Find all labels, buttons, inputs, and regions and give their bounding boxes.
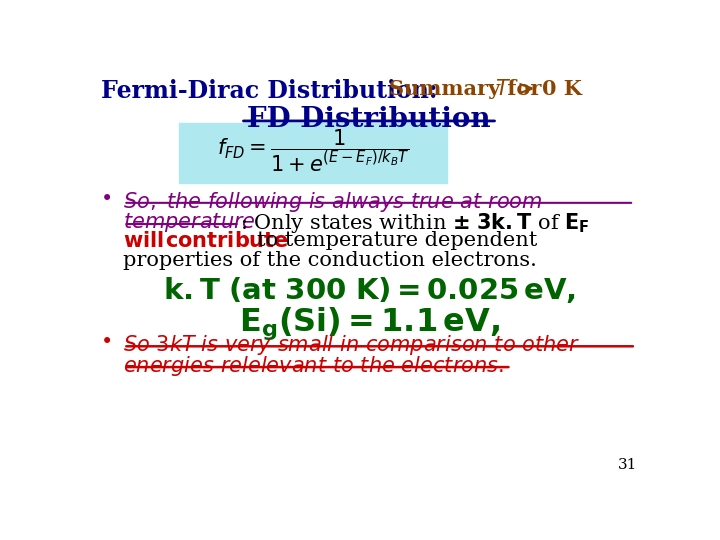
Text: •: • xyxy=(101,190,114,208)
Text: $\mathit{temperature}$: $\mathit{temperature}$ xyxy=(124,211,256,234)
Text: $\mathbf{E_g(Si) = 1.1\,eV,}$: $\mathbf{E_g(Si) = 1.1\,eV,}$ xyxy=(238,306,500,342)
Text: $\mathit{energies\ relelevant\ to\ the\ electrons.}$: $\mathit{energies\ relelevant\ to\ the\ … xyxy=(124,354,504,378)
Text: $\mathit{So\ 3kT\ is\ very\ small\ in\ comparison\ to\ other}$: $\mathit{So\ 3kT\ is\ very\ small\ in\ c… xyxy=(124,333,581,357)
Text: Summary for: Summary for xyxy=(389,79,548,99)
Text: Fermi-Dirac Distribution:: Fermi-Dirac Distribution: xyxy=(101,79,438,103)
Text: $\mathbf{contribute}$: $\mathbf{contribute}$ xyxy=(166,231,289,251)
Text: : Only states within $\boldsymbol{\pm}$ $\mathbf{3k.T}$ of $\mathbf{E_F}$: : Only states within $\boldsymbol{\pm}$ … xyxy=(240,211,589,235)
Text: $\mathbf{k.T\ (at\ 300\ K) = 0.025\,eV,}$: $\mathbf{k.T\ (at\ 300\ K) = 0.025\,eV,}… xyxy=(163,275,575,305)
FancyBboxPatch shape xyxy=(179,123,447,183)
Text: $\mathit{So,\ the\ following\ is\ always\ true\ at\ room}$: $\mathit{So,\ the\ following\ is\ always… xyxy=(124,190,543,213)
Text: FD Distribution: FD Distribution xyxy=(247,106,491,133)
Text: > 0 K: > 0 K xyxy=(510,79,582,99)
Text: properties of the conduction electrons.: properties of the conduction electrons. xyxy=(124,251,537,270)
Text: $\mathbf{will}$: $\mathbf{will}$ xyxy=(124,231,164,251)
Text: $f_{FD} = \dfrac{1}{1 + e^{(E-E_F)/k_BT}}$: $f_{FD} = \dfrac{1}{1 + e^{(E-E_F)/k_BT}… xyxy=(217,128,410,174)
Text: to temperature dependent: to temperature dependent xyxy=(258,231,538,250)
Text: 31: 31 xyxy=(618,458,637,472)
Text: •: • xyxy=(101,333,114,352)
Text: $\it{T}$: $\it{T}$ xyxy=(495,79,510,99)
